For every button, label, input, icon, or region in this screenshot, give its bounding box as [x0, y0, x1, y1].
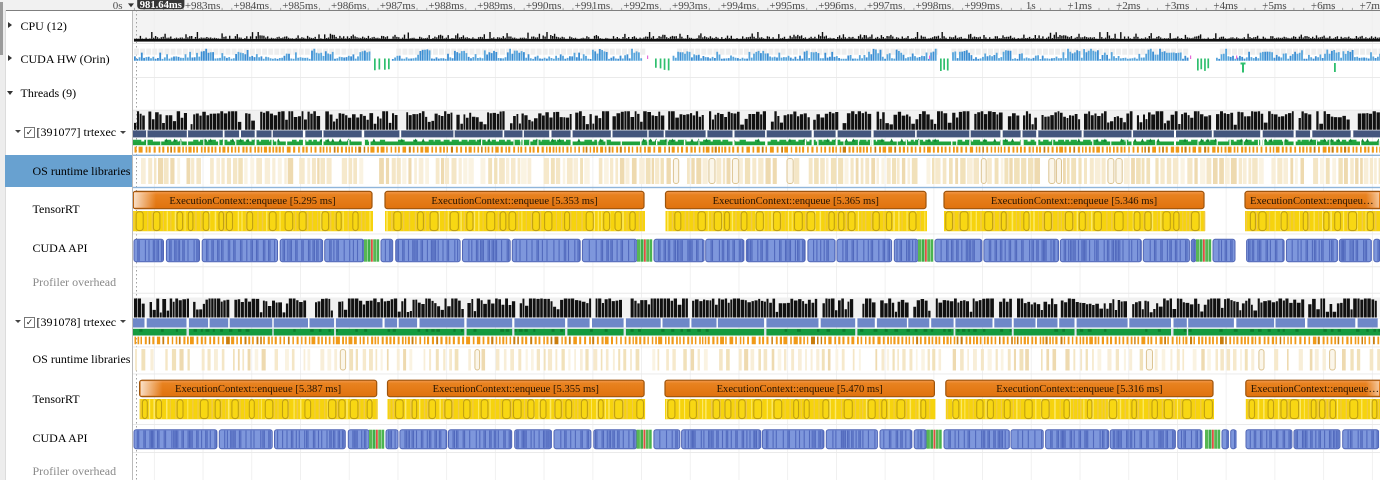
svg-text:+4ms: +4ms	[1213, 0, 1238, 12]
svg-text:ExecutionContext::enqueue [5.3: ExecutionContext::enqueue [5.316 ms]	[996, 384, 1162, 395]
svg-text:+984ms: +984ms	[234, 0, 270, 12]
svg-text:ExecutionContext::enqueue [5.3: ExecutionContext::enqueue [5.346 ms]	[991, 196, 1157, 207]
svg-text:0s: 0s	[113, 0, 123, 12]
svg-text:+986ms: +986ms	[331, 0, 367, 12]
svg-text:ExecutionContext::enqueue [5.3: ExecutionContext::enqueue [5.365 ms]	[713, 196, 879, 207]
svg-text:+996ms: +996ms	[818, 0, 854, 12]
svg-text:+995ms: +995ms	[769, 0, 805, 12]
svg-text:1s: 1s	[1026, 0, 1036, 12]
svg-text:ExecutionContext::enqueue…: ExecutionContext::enqueue…	[1251, 384, 1379, 395]
svg-text:+989ms: +989ms	[477, 0, 513, 12]
svg-text:+997ms: +997ms	[867, 0, 903, 12]
svg-text:+3ms: +3ms	[1165, 0, 1190, 12]
svg-text:+999ms: +999ms	[964, 0, 1000, 12]
svg-text:+990ms: +990ms	[526, 0, 562, 12]
svg-text:ExecutionContext::enqueue [5.3: ExecutionContext::enqueue [5.353 ms]	[431, 196, 597, 207]
svg-text:+994ms: +994ms	[721, 0, 757, 12]
svg-text:ExecutionContext::enqueue [5.3: ExecutionContext::enqueue [5.387 ms]	[175, 384, 341, 395]
svg-text:+983ms: +983ms	[185, 0, 221, 12]
svg-text:+6ms: +6ms	[1311, 0, 1336, 12]
svg-text:ExecutionContext::enqueue [5.4: ExecutionContext::enqueue [5.470 ms]	[717, 384, 883, 395]
svg-text:+987ms: +987ms	[380, 0, 416, 12]
svg-text:+1ms: +1ms	[1067, 0, 1092, 12]
svg-text:+991ms: +991ms	[575, 0, 611, 12]
svg-text:+992ms: +992ms	[623, 0, 659, 12]
svg-text:ExecutionContext::enqueue [5.3: ExecutionContext::enqueue [5.355 ms]	[433, 384, 599, 395]
svg-text:+993ms: +993ms	[672, 0, 708, 12]
svg-text:+5ms: +5ms	[1262, 0, 1287, 12]
svg-text:ExecutionContext::enqueu…: ExecutionContext::enqueu…	[1250, 196, 1374, 207]
svg-text:ExecutionContext::enqueue [5.2: ExecutionContext::enqueue [5.295 ms]	[169, 196, 335, 207]
svg-text:+985ms: +985ms	[282, 0, 318, 12]
svg-text:+2ms: +2ms	[1116, 0, 1141, 12]
svg-text:+7ms: +7ms	[1360, 0, 1380, 12]
svg-text:+988ms: +988ms	[428, 0, 464, 12]
svg-text:981.64ms: 981.64ms	[140, 0, 182, 11]
svg-text:+998ms: +998ms	[916, 0, 952, 12]
